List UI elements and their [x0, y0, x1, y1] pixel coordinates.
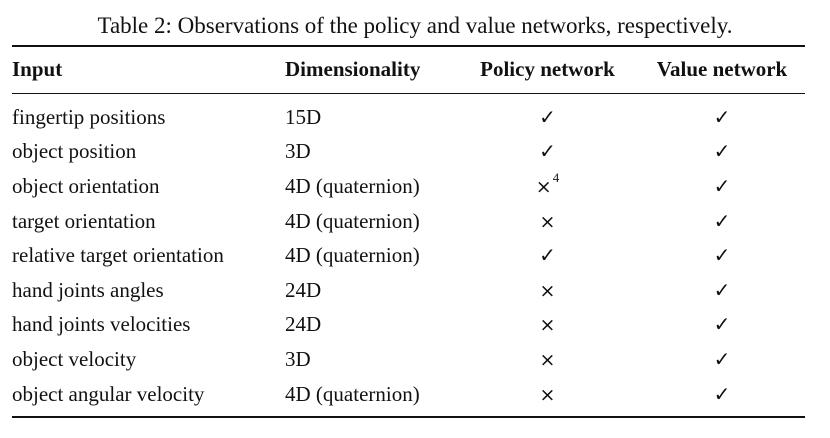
value-network-cell: ✓ [639, 308, 805, 343]
check-mark: ✓ [713, 208, 731, 233]
cross-mark: × [539, 348, 556, 371]
value-network-cell: ✓ [639, 238, 805, 273]
table-row: object velocity 3D × ✓ [12, 342, 805, 377]
header-row: Input Dimensionality Policy network Valu… [12, 47, 805, 93]
input-cell: object position [12, 139, 137, 164]
cross-mark: × [535, 175, 552, 198]
dimensionality-cell: 3D [285, 139, 311, 164]
check-mark: ✓ [713, 346, 731, 371]
table-row: relative target orientation 4D (quaternio… [12, 238, 805, 273]
input-cell: target orientation [12, 208, 156, 233]
policy-network-cell: × [456, 377, 639, 412]
top-rule [12, 45, 805, 47]
header-rule [12, 93, 805, 94]
cross-mark: × [539, 210, 556, 233]
input-cell: hand joints velocities [12, 312, 191, 337]
dimensionality-cell: 4D (quaternion) [285, 243, 420, 268]
table-row: object position 3D ✓ ✓ [12, 135, 805, 170]
table-caption: Table 2: Observations of the policy and … [97, 13, 733, 38]
cross-mark: × [539, 279, 556, 302]
policy-network-cell: × [456, 273, 639, 308]
column-header-dimensionality: Dimensionality [285, 56, 421, 81]
dimensionality-cell: 4D (quaternion) [285, 381, 420, 406]
value-network-cell: ✓ [639, 342, 805, 377]
policy-network-cell: × [456, 204, 639, 239]
policy-network-cell: ✓ [456, 238, 639, 273]
dimensionality-cell: 24D [285, 277, 322, 302]
table-body: fingertip positions 15D ✓ ✓ object position 3… [12, 93, 805, 411]
table-row: fingertip positions 15D ✓ ✓ [12, 100, 805, 135]
footnote-marker: 4 [552, 169, 560, 185]
input-cell: hand joints angles [12, 277, 164, 302]
policy-network-cell: × [456, 308, 639, 343]
check-mark: ✓ [713, 277, 731, 302]
policy-network-cell: ✓ [456, 100, 639, 135]
policy-network-cell: ✓ [456, 135, 639, 170]
dimensionality-cell: 3D [285, 346, 311, 371]
table-row: hand joints velocities 24D × ✓ [12, 308, 805, 343]
policy-network-cell: ×4 [456, 169, 639, 204]
check-mark: ✓ [539, 243, 556, 268]
table-row: hand joints angles 24D × ✓ [12, 273, 805, 308]
value-network-cell: ✓ [639, 377, 805, 412]
observations-table: Input Dimensionality Policy network Valu… [12, 47, 805, 411]
dimensionality-cell: 15D [285, 104, 322, 129]
input-cell: object orientation [12, 173, 160, 198]
input-cell: relative target orientation [12, 243, 224, 268]
column-header-policy-network: Policy network [480, 56, 615, 81]
value-network-cell: ✓ [639, 100, 805, 135]
check-mark: ✓ [713, 381, 731, 406]
dimensionality-cell: 4D (quaternion) [285, 208, 420, 233]
dimensionality-cell: 24D [285, 312, 322, 337]
check-mark: ✓ [539, 139, 556, 164]
bottom-rule [12, 416, 805, 418]
input-cell: fingertip positions [12, 104, 166, 129]
check-mark: ✓ [713, 139, 731, 164]
check-mark: ✓ [539, 104, 556, 129]
cross-mark: × [539, 383, 556, 406]
check-mark: ✓ [713, 243, 731, 268]
column-header-input: Input [12, 56, 63, 81]
value-network-cell: ✓ [639, 169, 805, 204]
table-row: target orientation 4D (quaternion) × ✓ [12, 204, 805, 239]
table-row: object orientation 4D (quaternion) ×4 ✓ [12, 169, 805, 204]
policy-network-cell: × [456, 342, 639, 377]
check-mark: ✓ [713, 104, 731, 129]
dimensionality-cell: 4D (quaternion) [285, 173, 420, 198]
value-network-cell: ✓ [639, 204, 805, 239]
value-network-cell: ✓ [639, 135, 805, 170]
cross-mark: × [539, 314, 556, 337]
check-mark: ✓ [713, 173, 731, 198]
input-cell: object velocity [12, 346, 137, 371]
spacer-row [12, 93, 805, 100]
check-mark: ✓ [713, 312, 731, 337]
column-header-value-network: Value network [656, 56, 788, 81]
input-cell: object angular velocity [12, 381, 205, 406]
value-network-cell: ✓ [639, 273, 805, 308]
table-row: object angular velocity 4D (quaternion) × ✓ [12, 377, 805, 412]
